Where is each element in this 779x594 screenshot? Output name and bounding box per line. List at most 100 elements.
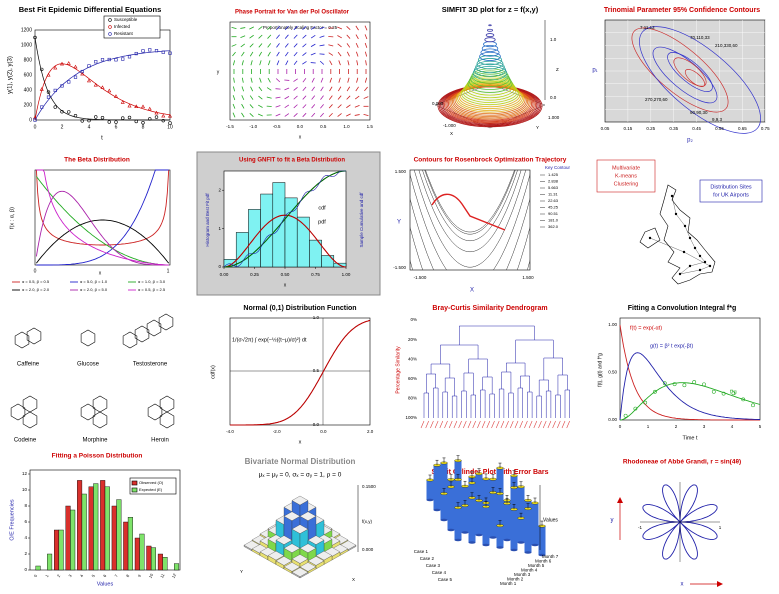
cylinder bbox=[426, 480, 434, 500]
vector bbox=[346, 43, 351, 48]
plot-frame bbox=[409, 169, 531, 271]
vector bbox=[355, 25, 359, 31]
map-outline bbox=[639, 227, 661, 249]
plot-frame bbox=[229, 21, 371, 121]
bar bbox=[47, 553, 53, 571]
label: f*g bbox=[730, 389, 737, 395]
vector bbox=[355, 51, 359, 57]
marker bbox=[148, 117, 152, 121]
y-tick-label: 40% bbox=[408, 356, 417, 361]
vector bbox=[232, 112, 236, 118]
contour bbox=[631, 27, 729, 113]
vector bbox=[328, 52, 334, 56]
cylinder bbox=[454, 479, 462, 523]
y-tick-label: 0.50 bbox=[608, 370, 617, 375]
y-tick-label: 1.00 bbox=[608, 322, 617, 327]
curve bbox=[35, 190, 169, 266]
vector bbox=[319, 26, 325, 30]
vector bbox=[346, 34, 351, 39]
molecule-ring bbox=[10, 403, 26, 421]
bar bbox=[174, 563, 180, 571]
vector bbox=[320, 77, 324, 83]
vector bbox=[302, 52, 307, 56]
vector bbox=[250, 77, 253, 83]
marker bbox=[107, 88, 112, 93]
marker bbox=[46, 90, 51, 94]
marker bbox=[73, 64, 78, 69]
vector bbox=[363, 96, 369, 99]
legend-label: α = 2.0, β = 2.0 bbox=[22, 287, 50, 292]
label: Y bbox=[536, 125, 539, 130]
vector bbox=[320, 104, 324, 109]
leaf-tick bbox=[500, 420, 505, 429]
surface-ring bbox=[460, 81, 519, 106]
vector bbox=[285, 51, 289, 57]
label: Trinomial Parameter 95% Confidence Conto… bbox=[604, 7, 760, 14]
vector bbox=[232, 103, 236, 109]
y-tick-label: 20% bbox=[408, 337, 417, 342]
vector bbox=[328, 112, 333, 118]
leaf-tick bbox=[491, 420, 495, 429]
vector bbox=[311, 104, 316, 109]
bar-top bbox=[283, 562, 301, 572]
marker bbox=[154, 115, 159, 119]
curve bbox=[223, 214, 347, 268]
marker bbox=[147, 106, 152, 111]
cylinder bbox=[489, 492, 497, 538]
label: Codeine bbox=[14, 438, 37, 444]
contour bbox=[413, 170, 527, 268]
x-tick-label: 0.55 bbox=[715, 126, 724, 131]
marker bbox=[154, 110, 159, 115]
marker bbox=[113, 94, 119, 98]
marker bbox=[662, 381, 667, 386]
marker bbox=[33, 35, 37, 40]
curve bbox=[223, 170, 346, 268]
label: Fitting a Poisson Distribution bbox=[52, 453, 143, 460]
label: Case 3 bbox=[426, 563, 441, 568]
vector bbox=[302, 112, 307, 118]
vector bbox=[249, 43, 254, 48]
y-axis-label: f(x : α, β) bbox=[9, 207, 15, 229]
x-tick-label: 1 bbox=[647, 424, 650, 429]
x-tick-label: 0.25 bbox=[250, 272, 259, 277]
vector bbox=[241, 112, 245, 118]
vector bbox=[319, 44, 325, 47]
marker bbox=[53, 65, 58, 70]
marker bbox=[87, 64, 91, 68]
label: -1.500 bbox=[414, 275, 427, 280]
x-tick-label: 4 bbox=[79, 573, 85, 578]
marker bbox=[93, 82, 98, 87]
molecule-ring bbox=[146, 319, 162, 337]
cylinder bbox=[454, 507, 462, 540]
marker bbox=[80, 71, 85, 76]
curve bbox=[34, 50, 171, 121]
vector bbox=[259, 60, 262, 66]
vector bbox=[346, 25, 351, 31]
x-axis-label: X bbox=[470, 288, 474, 294]
surface-ring bbox=[486, 28, 493, 32]
x-tick-label: 1 bbox=[167, 268, 170, 274]
surface-ring bbox=[457, 84, 523, 111]
contour bbox=[639, 26, 761, 134]
vector bbox=[258, 43, 263, 48]
x-tick-label: 6 bbox=[115, 124, 118, 130]
legend-label: Infected bbox=[114, 24, 131, 29]
leaf-tick bbox=[528, 420, 533, 429]
cylinder-base bbox=[510, 548, 518, 552]
vector bbox=[364, 25, 368, 31]
x-tick-label: 5 bbox=[90, 573, 96, 578]
leaf-tick bbox=[453, 420, 458, 429]
curve bbox=[36, 169, 169, 266]
x-tick-label: 0.65 bbox=[738, 126, 747, 131]
vector bbox=[232, 86, 236, 92]
marker bbox=[107, 120, 111, 124]
label: Simfit Cylinder Plot with Error Bars bbox=[431, 469, 548, 476]
label: Key Contour bbox=[545, 165, 571, 170]
marker bbox=[87, 118, 91, 123]
vector bbox=[267, 77, 271, 83]
surface-ring bbox=[488, 24, 492, 27]
label: Month 3 bbox=[514, 572, 531, 577]
vector bbox=[266, 87, 272, 91]
x-tick-label: 2 bbox=[61, 124, 64, 130]
